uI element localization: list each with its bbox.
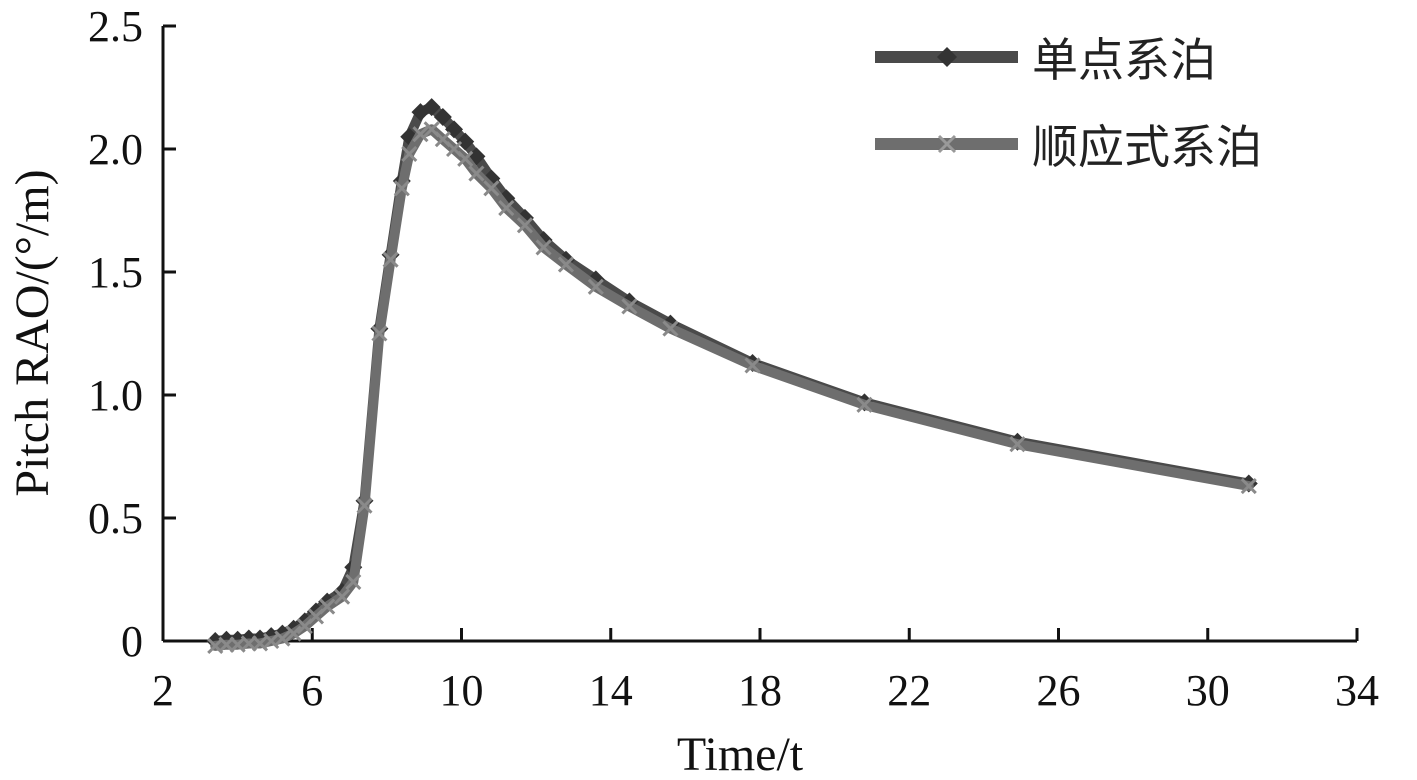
legend-marker-cross xyxy=(937,134,957,154)
x-tick-label: 6 xyxy=(301,666,323,715)
legend-item-series-2: 顺应式系泊 xyxy=(875,120,1262,174)
legend-marker-diamond xyxy=(937,47,957,67)
x-tick-label: 18 xyxy=(738,666,782,715)
data-point-cross xyxy=(274,630,291,647)
data-point-cross xyxy=(621,298,638,315)
data-point-cross xyxy=(535,239,552,256)
data-point-cross xyxy=(334,588,351,605)
data-point-cross xyxy=(744,357,761,374)
legend: 单点系泊 顺应式系泊 xyxy=(875,33,1262,174)
series-1-line xyxy=(210,102,1254,646)
data-point-cross xyxy=(356,497,373,514)
x-tick-label: 26 xyxy=(1037,666,1081,715)
y-tick-label: 0.5 xyxy=(88,494,143,543)
data-point-cross xyxy=(468,165,485,182)
data-point-cross xyxy=(662,320,679,337)
data-point-cross xyxy=(401,145,418,162)
x-axis-title: Time/t xyxy=(677,728,804,780)
legend-item-series-1: 单点系泊 xyxy=(875,33,1216,87)
x-tick-label: 2 xyxy=(152,666,174,715)
y-tick-label: 2.0 xyxy=(88,125,143,174)
x-tick-label: 22 xyxy=(887,666,931,715)
y-axis-title: Pitch RAO/(°/m) xyxy=(6,169,59,496)
legend-label-series-1: 单点系泊 xyxy=(1032,33,1216,87)
data-point-cross xyxy=(371,325,388,342)
data-point-diamond xyxy=(456,132,475,151)
x-tick-label: 10 xyxy=(440,666,484,715)
data-point-cross xyxy=(412,126,429,143)
x-tick-label: 14 xyxy=(589,666,633,715)
data-point-cross xyxy=(856,396,873,413)
data-point-cross xyxy=(285,625,302,642)
data-point-cross xyxy=(498,199,515,217)
y-tick-label: 0 xyxy=(121,617,143,666)
data-point-diamond xyxy=(433,108,452,127)
data-point-cross xyxy=(483,180,500,197)
data-point-cross xyxy=(1009,436,1026,453)
data-point-cross xyxy=(319,598,336,615)
x-tick-label: 34 xyxy=(1335,666,1379,715)
axes-layer xyxy=(161,26,1357,643)
y-tick-label: 1.5 xyxy=(88,248,143,297)
data-point-cross xyxy=(457,150,474,167)
data-point-cross xyxy=(587,278,604,295)
x-tick-label: 30 xyxy=(1186,666,1230,715)
data-point-cross xyxy=(1240,477,1257,495)
y-tick-label: 2.5 xyxy=(88,2,143,51)
series-2-line xyxy=(210,124,1254,651)
data-point-cross xyxy=(345,573,362,591)
series-2 xyxy=(207,121,1257,654)
series-layer xyxy=(206,98,1258,654)
data-point-diamond xyxy=(422,98,441,117)
data-point-cross xyxy=(557,256,575,273)
data-point-cross xyxy=(516,217,533,234)
data-point-cross xyxy=(382,251,399,268)
legend-label-series-2: 顺应式系泊 xyxy=(1032,120,1262,174)
y-tick-label: 1.0 xyxy=(88,371,143,420)
series-1 xyxy=(206,98,1258,650)
data-point-cross xyxy=(393,180,410,197)
